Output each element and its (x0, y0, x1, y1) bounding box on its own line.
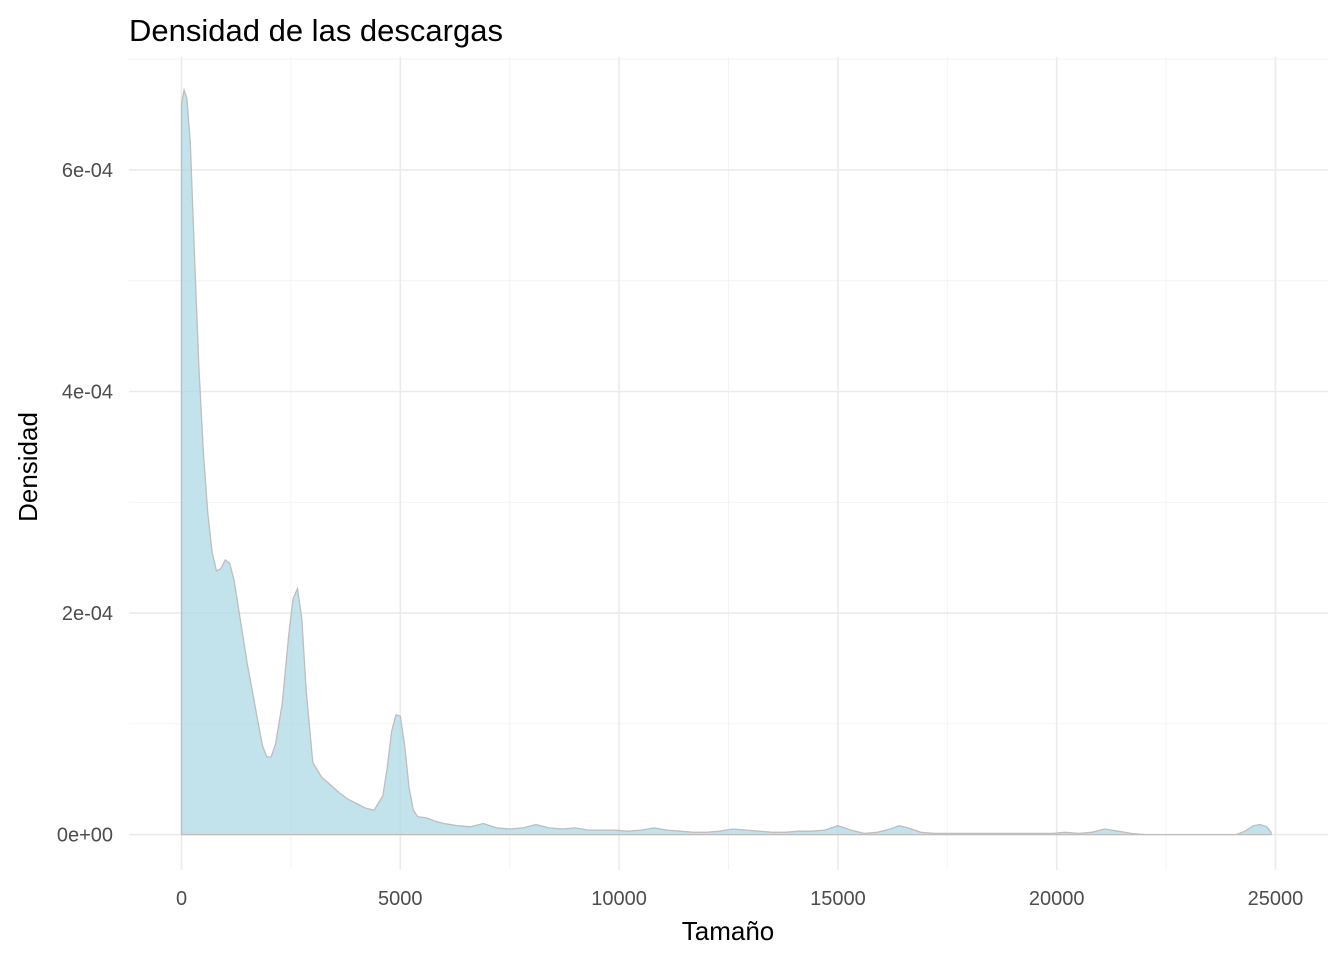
density-area-group (180, 87, 1272, 836)
x-tick-label: 25000 (1248, 888, 1304, 910)
x-tick-label: 15000 (810, 888, 866, 910)
x-axis-ticks: 0 5000 10000 15000 20000 25000 (176, 888, 1303, 910)
y-tick-label: 0e+00 (57, 825, 113, 847)
y-axis-title: Densidad (13, 412, 43, 522)
x-axis-title: Tamaño (682, 916, 775, 946)
x-tick-label: 0 (176, 888, 187, 910)
x-tick-label: 20000 (1029, 888, 1085, 910)
x-tick-label: 10000 (591, 888, 647, 910)
y-tick-label: 2e-04 (62, 603, 113, 625)
grid (129, 57, 1328, 870)
density-area (180, 87, 1272, 836)
y-axis-ticks: 0e+00 2e-04 4e-04 6e-04 (57, 160, 113, 847)
y-tick-label: 4e-04 (62, 382, 113, 404)
x-tick-label: 5000 (378, 888, 423, 910)
y-tick-label: 6e-04 (62, 160, 113, 182)
chart-title: Densidad de las descargas (129, 13, 503, 48)
